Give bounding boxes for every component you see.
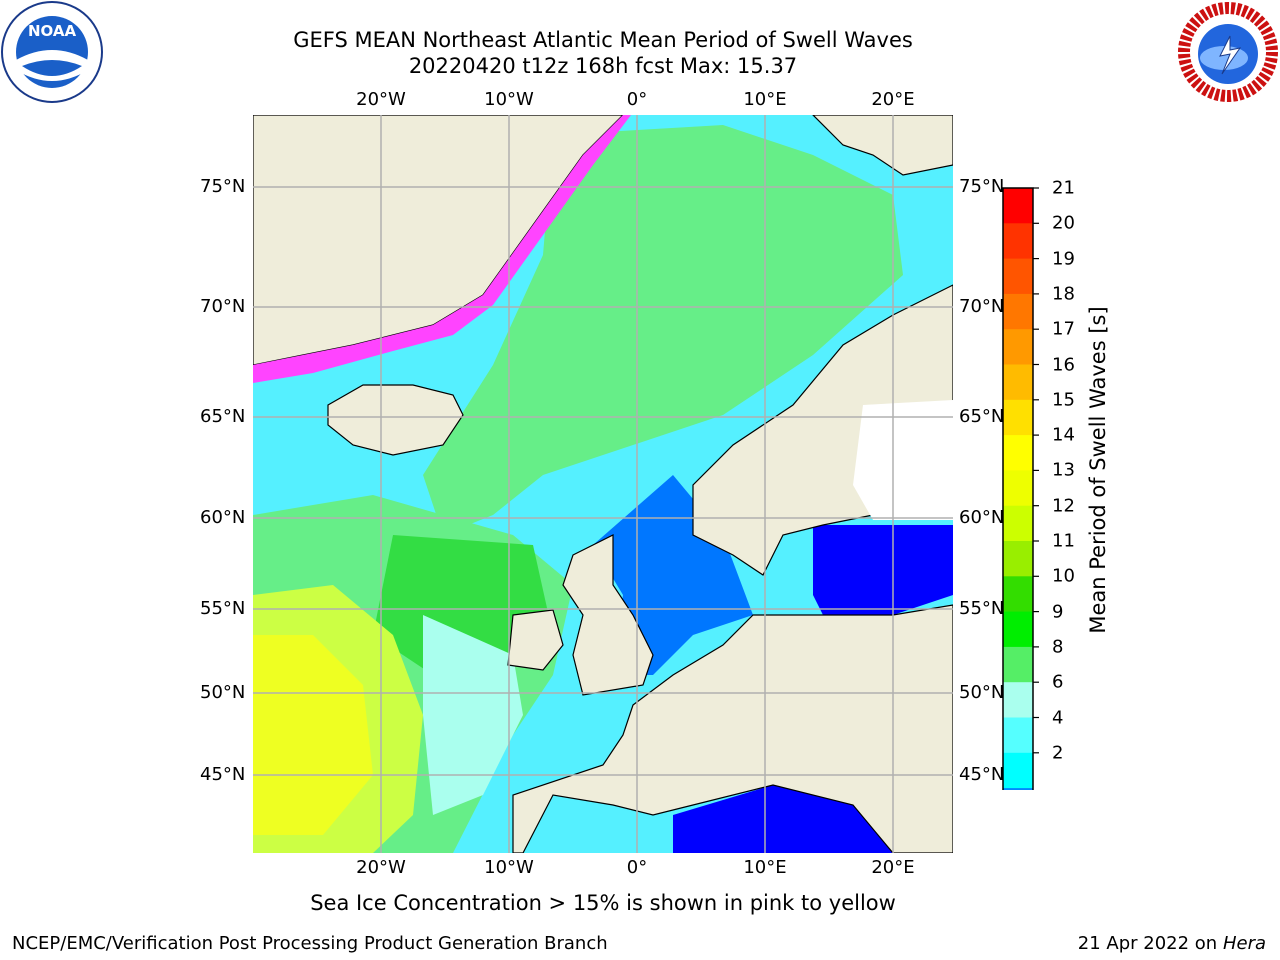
swell-blue-baltic [813,525,953,635]
colorbar-segment [1003,470,1033,507]
land-svalbard [812,115,953,176]
colorbar-tick-label: 15 [1052,389,1075,411]
lat-tick-left: 60°N [200,507,246,528]
footer-credit: NCEP/EMC/Verification Post Processing Pr… [12,933,608,954]
lat-tick-left: 45°N [200,764,246,785]
colorbar-segment [1003,611,1033,648]
colorbar-label: Mean Period of Swell Waves [s] [1086,306,1110,634]
colorbar-segment [1003,293,1033,330]
colorbar-segment [1003,576,1033,613]
lat-tick-left: 50°N [200,682,246,703]
lon-tick-bottom: 10°E [743,857,787,878]
lon-tick-top: 0° [626,89,648,110]
colorbar-segment [1003,329,1033,365]
lat-tick-right: 75°N [959,176,1005,197]
colorbar-tick-label: 6 [1052,671,1064,693]
colorbar-tick-label: 4 [1052,707,1064,728]
colorbar-tick-label: 12 [1052,495,1075,517]
swell-green-north [423,125,903,535]
swell-yellow-core [253,635,373,835]
sea-ice-greenland [253,115,631,383]
lat-tick-right: 70°N [959,296,1005,317]
lat-tick-left: 75°N [200,176,246,197]
colorbar-tick-label: 11 [1052,530,1075,552]
colorbar-segment [1003,258,1033,295]
graticule [253,115,953,853]
colorbar-segment [1003,717,1033,754]
lake-sweden-sea [853,400,953,520]
colorbar-segment [1003,646,1033,683]
colorbar-tick-label: 13 [1052,459,1075,481]
colorbar-segment [1003,752,1033,789]
lon-tick-top: 10°E [743,89,787,110]
colorbar-segment [1003,223,1033,260]
footer-date: 21 Apr 2022 on Hera [1078,933,1266,954]
colorbar-tick-label: 21 [1052,177,1075,199]
lat-tick-right: 65°N [959,406,1005,427]
footer-host: Hera [1222,933,1266,954]
colorbar-tick-label: 17 [1052,318,1075,340]
colorbar-segment [1003,682,1033,718]
colorbar-segment [1003,364,1033,401]
colorbar-tick-label: 8 [1052,636,1064,658]
colorbar-segment [1003,541,1033,577]
colorbar-tick-label: 14 [1052,424,1075,446]
land-great-britain [562,534,654,696]
lon-tick-bottom: 20°W [356,857,406,878]
swell-period-map [253,115,953,853]
colorbar-tick-label: 20 [1052,212,1075,234]
colorbar-segment [1003,505,1033,542]
lon-tick-bottom: 20°E [871,857,915,878]
lon-tick-bottom: 10°W [484,857,534,878]
lon-tick-top: 20°E [871,89,915,110]
colorbar-segment [1003,435,1033,471]
footer-date-text: 21 Apr 2022 on [1077,933,1223,954]
noaa-logo: NOAA [1,1,103,103]
lat-tick-left: 55°N [200,598,246,619]
noaa-logo-text: NOAA [28,22,77,40]
colorbar-tick-label: 18 [1052,283,1075,305]
land-europe [512,604,953,853]
colorbar-tick-label: 2 [1052,742,1064,764]
lat-tick-right: 55°N [959,598,1005,619]
nws-logo [1178,2,1278,102]
colorbar-segment [1003,188,1033,224]
sea-ice-note: Sea Ice Concentration > 15% is shown in … [310,891,896,915]
swell-green-central [373,535,553,675]
colorbar-tick-label: 10 [1052,565,1075,587]
map-subtitle: 20220420 t12z 168h fcst Max: 15.37 [408,54,798,78]
lat-tick-right: 45°N [959,764,1005,785]
lat-tick-left: 70°N [200,296,246,317]
colorbar-tick-label: 19 [1052,248,1075,270]
lon-tick-top: 20°W [356,89,406,110]
colorbar-segment [1003,399,1033,436]
colorbar-segment [1003,788,1033,790]
colorbar-tick-label: 9 [1052,601,1064,623]
colorbar [1002,187,1039,790]
colorbar-tick-label: 16 [1052,354,1075,375]
swell-lightcyan [423,615,523,815]
map-title: GEFS MEAN Northeast Atlantic Mean Period… [293,28,913,52]
swell-blue-med [673,785,893,853]
land-iceland [327,384,464,456]
lon-tick-bottom: 0° [626,857,648,878]
lon-tick-top: 10°W [484,89,534,110]
lat-tick-right: 60°N [959,507,1005,528]
lat-tick-left: 65°N [200,406,246,427]
lat-tick-right: 50°N [959,682,1005,703]
